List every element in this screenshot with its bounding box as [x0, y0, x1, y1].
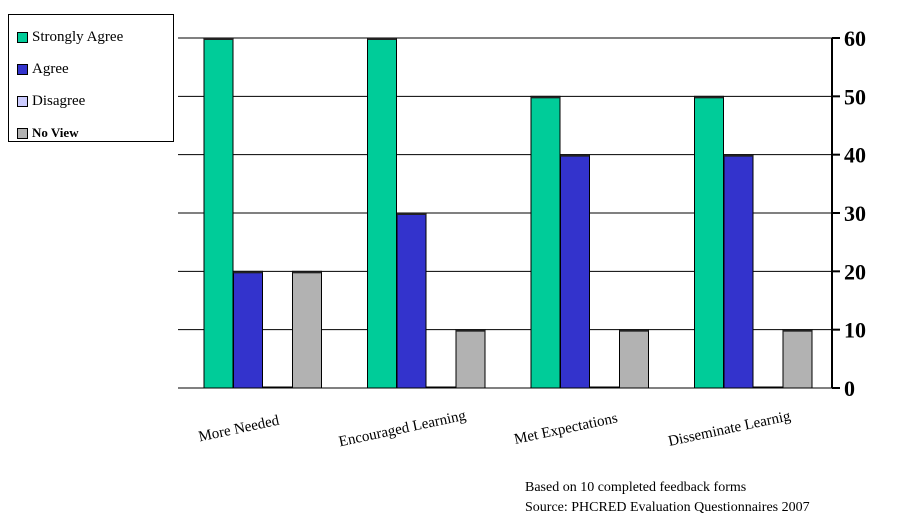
- bar-top-more-needed-strongly-agree: [204, 38, 233, 40]
- bar-top-met-expectations-no-view: [619, 329, 649, 332]
- bar-more-needed-disagree: [262, 386, 293, 389]
- bar-met-expectations-strongly-agree: [530, 95, 561, 389]
- y-tick-label-20: 20: [844, 259, 866, 284]
- bar-disseminate-learnig-no-view: [782, 329, 813, 389]
- legend-item-strongly-agree: Strongly Agree: [17, 27, 123, 47]
- bar-top-more-needed-agree: [233, 271, 263, 274]
- y-tick-label-50: 50: [844, 84, 866, 109]
- legend-item-disagree: Disagree: [17, 91, 85, 111]
- y-tick-label-30: 30: [844, 201, 866, 226]
- bar-top-met-expectations-strongly-agree: [531, 96, 560, 99]
- note-based-on: Based on 10 completed feedback forms: [525, 480, 747, 495]
- legend-label-strongly-agree: Strongly Agree: [32, 28, 124, 45]
- legend-item-agree: Agree: [17, 59, 69, 79]
- gridlines: [178, 37, 832, 389]
- legend-swatch-no-view: [17, 127, 28, 139]
- bar-top-disseminate-learnig-no-view: [783, 329, 812, 332]
- y-tick-labels: 0 10 20 30 40 50 60: [844, 26, 866, 401]
- legend-label-disagree: Disagree: [32, 92, 86, 109]
- x-tick-label-met-expectations: Met Expectations: [513, 410, 620, 448]
- y-tick-label-40: 40: [844, 143, 866, 168]
- legend: Strongly Agree Agree Disagree No View: [8, 14, 174, 142]
- y-tick-label-0: 0: [844, 376, 855, 401]
- bar-top-met-expectations-agree: [560, 154, 590, 157]
- bar-more-needed-no-view: [292, 270, 322, 389]
- bar-met-expectations-agree: [560, 154, 590, 389]
- bar-top-disseminate-learnig-agree: [724, 154, 753, 157]
- legend-swatch-strongly-agree: [17, 31, 28, 43]
- y-tick-label-60: 60: [844, 26, 866, 51]
- bar-top-encouraged-learning-agree: [397, 213, 426, 215]
- bar-disseminate-learnig-disagree: [753, 386, 783, 389]
- x-tick-label-encouraged-learning: Encouraged Learning: [337, 408, 468, 451]
- bar-met-expectations-disagree: [589, 386, 620, 389]
- bar-encouraged-learning-agree: [396, 212, 427, 389]
- bars: [203, 37, 813, 389]
- bar-encouraged-learning-no-view: [455, 329, 486, 389]
- note-source: Source: PHCRED Evaluation Questionnaires…: [525, 500, 810, 515]
- legend-label-no-view: No View: [32, 125, 79, 140]
- bar-top-encouraged-learning-strongly-agree: [367, 38, 397, 40]
- bar-top-more-needed-no-view: [292, 271, 322, 274]
- legend-label-agree: Agree: [32, 60, 69, 77]
- legend-swatch-disagree: [17, 95, 28, 107]
- x-tick-label-disseminate-learnig: Disseminate Learnig: [667, 408, 793, 450]
- legend-swatch-agree: [17, 63, 28, 75]
- axes: [831, 37, 840, 389]
- bar-top-disseminate-learnig-strongly-agree: [694, 96, 724, 99]
- bar-encouraged-learning-disagree: [426, 386, 456, 389]
- bar-more-needed-agree: [233, 270, 263, 389]
- x-tick-label-more-needed: More Needed: [197, 413, 281, 446]
- legend-item-no-view: No View: [17, 123, 79, 143]
- bar-disseminate-learnig-agree: [723, 154, 754, 389]
- bar-more-needed-strongly-agree: [203, 37, 234, 389]
- bar-disseminate-learnig-strongly-agree: [694, 95, 724, 389]
- x-tick-labels: More Needed Encouraged Learning Met Expect…: [197, 408, 792, 451]
- bar-met-expectations-no-view: [619, 329, 649, 389]
- bar-top-encouraged-learning-no-view: [456, 329, 485, 332]
- bar-encouraged-learning-strongly-agree: [367, 37, 397, 389]
- y-tick-label-10: 10: [844, 318, 866, 343]
